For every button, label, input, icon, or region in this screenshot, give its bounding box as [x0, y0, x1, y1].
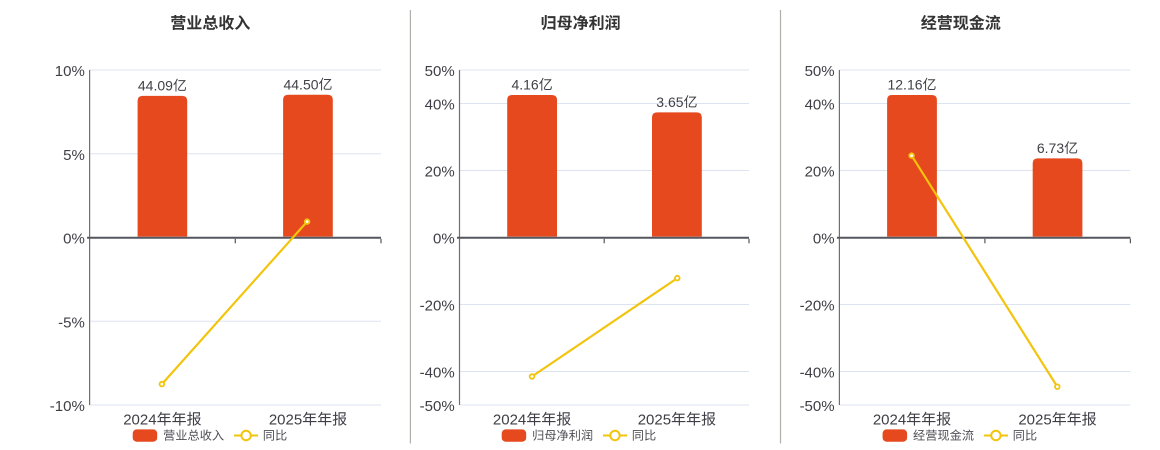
- svg-text:-40%: -40%: [420, 365, 455, 382]
- svg-text:0%: 0%: [813, 231, 835, 248]
- svg-text:50%: 50%: [425, 63, 455, 80]
- svg-text:0%: 0%: [433, 231, 455, 248]
- svg-text:12.16: 12.16: [887, 77, 922, 93]
- svg-text:50%: 50%: [805, 63, 835, 80]
- svg-text:20%: 20%: [425, 164, 455, 181]
- svg-text:40%: 40%: [805, 97, 835, 114]
- svg-text:2024: 2024: [493, 411, 526, 428]
- svg-text:2024: 2024: [873, 411, 906, 428]
- svg-text:-40%: -40%: [800, 365, 835, 382]
- svg-text:2025: 2025: [1018, 411, 1051, 428]
- svg-text:3.65: 3.65: [656, 94, 683, 110]
- svg-text:2025: 2025: [638, 411, 671, 428]
- svg-text:10%: 10%: [55, 63, 85, 80]
- svg-text:44.50: 44.50: [283, 76, 318, 92]
- svg-text:-50%: -50%: [800, 398, 835, 415]
- svg-text:-5%: -5%: [58, 314, 85, 331]
- svg-text:40%: 40%: [425, 97, 455, 114]
- svg-text:-20%: -20%: [800, 298, 835, 315]
- svg-text:5%: 5%: [63, 147, 85, 164]
- svg-text:-50%: -50%: [420, 398, 455, 415]
- svg-text:-10%: -10%: [50, 398, 85, 415]
- svg-text:4.16: 4.16: [511, 77, 538, 93]
- svg-text:0%: 0%: [63, 231, 85, 248]
- svg-text:-20%: -20%: [420, 298, 455, 315]
- svg-text:2024: 2024: [123, 411, 156, 428]
- svg-text:20%: 20%: [805, 164, 835, 181]
- svg-text:44.09: 44.09: [138, 77, 173, 93]
- svg-text:6.73: 6.73: [1037, 140, 1064, 156]
- svg-text:2025: 2025: [269, 411, 302, 428]
